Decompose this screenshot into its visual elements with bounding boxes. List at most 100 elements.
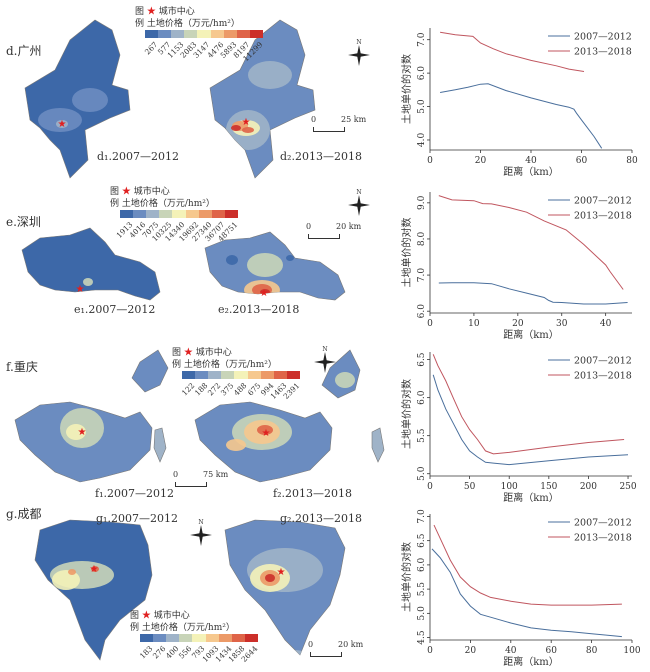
legend-label-li: 例 <box>172 360 184 370</box>
legend-swatch <box>120 210 134 218</box>
scale-bar-line <box>308 234 340 239</box>
svg-text:N: N <box>356 39 361 46</box>
legend-price-label: 土地价格（万元/hm²） <box>121 199 215 209</box>
map-region-boundary <box>34 519 153 661</box>
legend-swatch <box>158 30 172 38</box>
subtitle-f2: f₂.2013—2018 <box>273 487 352 500</box>
city-center-star-icon: ★ <box>146 7 159 17</box>
y-tick-label: 6.5 <box>417 533 427 548</box>
legend-swatch <box>171 30 185 38</box>
legend-swatch <box>197 30 211 38</box>
subtitle-e1: e₁.2007—2012 <box>74 303 156 316</box>
y-tick-label: 6.0 <box>417 304 427 319</box>
north-arrow-icon: N <box>190 519 212 546</box>
map-e-period-1 <box>21 227 161 301</box>
y-tick-label: 4.0 <box>417 133 427 148</box>
subtitle-f1: f₁.2007—2012 <box>95 487 174 500</box>
x-tick-label: 10 <box>468 319 480 329</box>
x-tick-label: 60 <box>545 646 557 656</box>
panel-title-d: d.广州 <box>6 44 42 58</box>
series-line-2007—2012 <box>440 83 603 149</box>
x-tick-label: 100 <box>501 482 518 492</box>
legend-swatch <box>159 210 173 218</box>
x-tick-label: 150 <box>540 482 557 492</box>
y-axis-label: 土地单价的对数 <box>400 218 413 288</box>
legend-swatch <box>249 30 263 38</box>
series-line-2013—2018 <box>440 31 585 72</box>
x-tick-label: 40 <box>600 319 612 329</box>
legend-color-ramp <box>140 634 258 642</box>
scale-bar: 0 25 km <box>311 115 373 137</box>
legend-label-tu: 图 <box>130 611 142 621</box>
city-center-star-icon: ★ <box>183 348 196 358</box>
legend-row-price: 例 土地价格（万元/hm²） <box>110 198 238 210</box>
x-tick-label: 0 <box>427 482 433 492</box>
price-hotspot <box>257 425 273 435</box>
subtitle-g2: g₂.2013—2018 <box>280 512 362 525</box>
series-line-2013—2018 <box>433 524 622 606</box>
legend-city-center-label: 城市中心 <box>133 187 170 197</box>
city-center-star-icon: ★ <box>90 564 99 575</box>
legend-swatch <box>211 210 225 218</box>
subtitle-g1: g₁.2007—2012 <box>96 512 178 525</box>
map-d-period-1 <box>24 19 131 179</box>
legend-swatch <box>236 30 250 38</box>
legend-entry-0: 2007—2012 <box>574 32 632 43</box>
legend-swatch <box>221 371 235 379</box>
legend-label-tu: 图 <box>135 7 147 17</box>
legend-row-center: 图 ★ 城市中心 <box>130 610 258 622</box>
price-hotspot <box>83 278 93 286</box>
north-arrow-icon: N <box>348 189 370 216</box>
legend-color-ramp <box>182 371 300 379</box>
price-hotspot <box>335 372 355 388</box>
legend-swatch <box>223 30 237 38</box>
scale-bar: 0 75 km <box>173 470 235 492</box>
x-tick-label: 0 <box>427 156 433 166</box>
y-tick-label: 9.0 <box>417 195 427 210</box>
y-axis-label: 土地单价的对数 <box>400 379 413 449</box>
price-hotspot <box>66 424 86 440</box>
map-region-boundary <box>371 427 385 463</box>
x-tick-label: 60 <box>576 156 588 166</box>
x-tick-label: 40 <box>525 156 537 166</box>
x-tick-label: 20 <box>512 319 524 329</box>
legend-entry-1: 2013—2018 <box>574 47 632 58</box>
svg-text:N: N <box>356 189 361 196</box>
scale-zero-label: 0 <box>311 115 317 124</box>
legend-row-price: 例 土地价格（万元/hm²） <box>130 622 258 634</box>
y-tick-label: 7.0 <box>417 268 427 283</box>
x-tick-label: 250 <box>619 482 636 492</box>
legend-entry-1: 2013—2018 <box>574 533 632 544</box>
map-f-period-2 <box>194 401 333 483</box>
y-tick-label: 7.0 <box>417 32 427 47</box>
panel-title-f: f.重庆 <box>6 360 38 374</box>
legend-entry-0: 2007—2012 <box>574 356 632 367</box>
y-axis-label: 土地单价的对数 <box>400 54 413 124</box>
legend-entry-0: 2007—2012 <box>574 518 632 529</box>
legend-price-label: 土地价格（万元/hm²） <box>141 623 235 633</box>
legend-label-tu: 图 <box>172 348 184 358</box>
price-hotspot <box>72 88 108 112</box>
legend-city-center-label: 城市中心 <box>195 348 232 358</box>
scale-zero-label: 0 <box>173 470 179 479</box>
map-region-boundary <box>153 427 167 463</box>
subtitle-d1: d₁.2007—2012 <box>97 150 179 163</box>
line-chart-0: 0 20 40 60 80 4.0 5.0 6.0 7.0 距离（km） 土地单价的对数 2007—2… <box>400 28 638 178</box>
y-tick-label: 8.0 <box>417 232 427 247</box>
line-chart-2: 0 50 100 150 200 250 5.0 5.5 6.0 6.5 距离（km） 土地单价的对数… <box>400 352 637 504</box>
price-hotspot <box>56 120 68 128</box>
y-tick-label: 5.0 <box>417 606 427 621</box>
map-legend-g: 图 ★ 城市中心例 土地价格（万元/hm²） 183 276 400 556 793 109… <box>130 610 259 664</box>
legend-swatch <box>185 210 199 218</box>
y-tick-label: 7.0 <box>417 509 427 524</box>
scale-distance-label: 20 km <box>336 222 362 231</box>
y-tick-label: 6.0 <box>417 557 427 572</box>
city-center-star-icon: ★ <box>58 119 67 130</box>
legend-row-price: 例 土地价格（万元/hm²） <box>135 18 263 30</box>
x-tick-label: 50 <box>464 482 476 492</box>
legend-label-li: 例 <box>135 19 147 29</box>
series-line-2013—2018 <box>432 354 625 455</box>
y-tick-label: 5.5 <box>417 582 427 597</box>
